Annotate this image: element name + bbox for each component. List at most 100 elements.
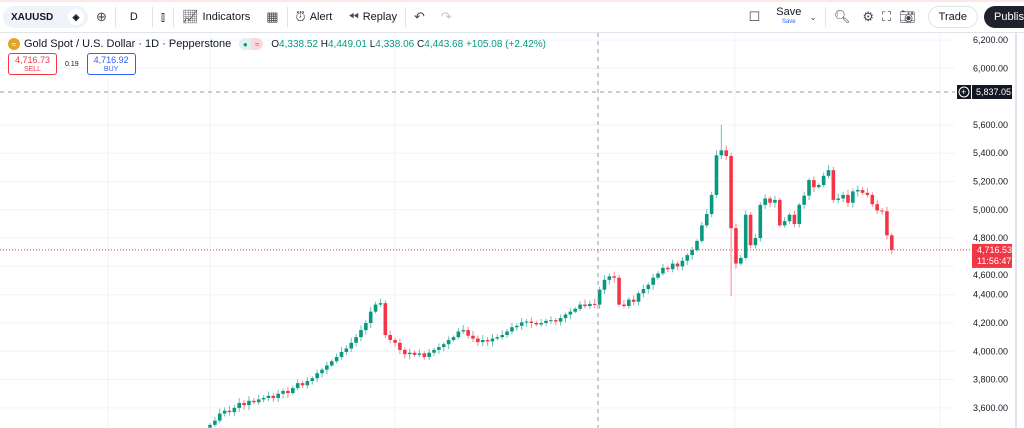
candle-body bbox=[860, 189, 865, 193]
candle bbox=[534, 320, 539, 327]
candle-body bbox=[480, 339, 485, 343]
candle-body bbox=[578, 304, 582, 309]
candle-body bbox=[378, 303, 383, 305]
candle-body bbox=[446, 339, 451, 345]
candle bbox=[651, 273, 655, 290]
candle bbox=[437, 343, 441, 354]
interval-button[interactable]: D bbox=[116, 11, 152, 23]
chevron-down-icon[interactable]: ⌄ bbox=[809, 11, 817, 22]
crosshair-price: 5,837.05 bbox=[976, 87, 1011, 97]
candle bbox=[232, 404, 237, 416]
add-symbol-icon[interactable]: ⊕ bbox=[96, 9, 107, 24]
indicators-button[interactable]: 📈︎ Indicators bbox=[174, 9, 258, 25]
candle-body bbox=[773, 199, 777, 203]
candle bbox=[208, 423, 212, 428]
candle bbox=[607, 273, 612, 285]
candle bbox=[675, 261, 680, 270]
candle bbox=[816, 183, 821, 189]
price-tick: 4,200.00 bbox=[973, 318, 1008, 328]
trade-button[interactable]: Trade bbox=[927, 6, 978, 28]
candle-body bbox=[851, 191, 855, 203]
candle-body bbox=[646, 284, 651, 290]
candle bbox=[441, 342, 446, 352]
candle-body bbox=[748, 214, 753, 246]
candle bbox=[714, 150, 719, 199]
candle bbox=[505, 328, 509, 338]
candle-body bbox=[568, 311, 573, 315]
eye-icon[interactable]: ◈ bbox=[68, 9, 84, 25]
candle bbox=[500, 330, 504, 340]
buy-sell-panel: 4,716.73 SELL 0.19 4,716.92 BUY bbox=[8, 53, 136, 75]
candle bbox=[812, 176, 816, 192]
undo-icon[interactable]: ↶ bbox=[413, 9, 425, 24]
candle-body bbox=[271, 395, 276, 398]
redo-icon[interactable]: ↷ bbox=[440, 9, 452, 24]
alert-label: Alert bbox=[309, 11, 333, 23]
candle-body bbox=[393, 339, 397, 343]
templates-icon[interactable]: ▦ bbox=[266, 9, 279, 24]
price-chart[interactable]: 6,200.00 6,000.00 5,600.00 5,400.00 5,200.00… bbox=[0, 33, 1015, 428]
bar-countdown: 11:56:47 bbox=[977, 256, 1011, 266]
candle bbox=[890, 232, 894, 255]
candle bbox=[826, 165, 831, 179]
candle bbox=[325, 361, 329, 375]
save-sublabel: Save bbox=[781, 19, 796, 25]
candle bbox=[549, 316, 553, 324]
buy-button[interactable]: 4,716.92 BUY bbox=[86, 53, 136, 75]
candle bbox=[261, 395, 266, 403]
price-axis[interactable]: 6,200.00 6,000.00 5,600.00 5,400.00 5,200.00… bbox=[973, 35, 1008, 413]
market-status[interactable]: ● ≈ bbox=[239, 38, 264, 50]
layout-icon[interactable]: ☐ bbox=[748, 9, 761, 24]
candle bbox=[656, 271, 660, 280]
price-tick: 4,000.00 bbox=[973, 346, 1008, 356]
candle bbox=[320, 367, 324, 378]
replay-button[interactable]: ⏪︎ Replay bbox=[340, 9, 405, 25]
candle bbox=[300, 381, 305, 388]
candle bbox=[451, 335, 456, 342]
publish-button[interactable]: Publish bbox=[984, 6, 1024, 28]
candle-body bbox=[266, 395, 271, 398]
candle-body bbox=[768, 198, 772, 203]
candle bbox=[286, 386, 290, 398]
candle-body bbox=[256, 399, 261, 403]
sell-button[interactable]: 4,716.73 SELL bbox=[8, 53, 57, 75]
candles-icon[interactable]: ⫾ bbox=[160, 9, 166, 24]
candle-body bbox=[505, 331, 509, 336]
price-tick: 3,600.00 bbox=[973, 403, 1008, 413]
candle-body bbox=[782, 221, 787, 226]
candle-body bbox=[217, 413, 222, 421]
candle bbox=[373, 301, 378, 314]
symbol-search[interactable]: XAUUSD ◈ bbox=[3, 6, 88, 28]
candle-body bbox=[573, 308, 578, 312]
candle-body bbox=[651, 277, 655, 285]
candle-body bbox=[665, 267, 670, 270]
candle-body bbox=[675, 263, 680, 267]
candle bbox=[777, 197, 782, 228]
candle-body bbox=[300, 383, 305, 386]
candle-body bbox=[558, 318, 563, 322]
candle-body bbox=[670, 263, 675, 270]
fullscreen-icon[interactable]: ⛶ bbox=[882, 9, 892, 24]
candle bbox=[797, 202, 802, 228]
camera-icon[interactable]: 📷︎ bbox=[899, 9, 916, 24]
symbol-title[interactable]: Gold Spot / U.S. Dollar · 1D · Peppersto… bbox=[24, 38, 232, 50]
plus-icon[interactable] bbox=[958, 86, 970, 98]
candle-body bbox=[437, 347, 441, 350]
candle bbox=[310, 376, 315, 385]
alert-button[interactable]: ⏰︎ Alert bbox=[288, 9, 341, 25]
candle bbox=[276, 389, 280, 403]
settings-icon[interactable]: ⚙ bbox=[862, 9, 875, 24]
top-toolbar: XAUUSD ◈ ⊕ D ⫾ 📈︎ Indicators ▦ ⏰︎ Alert ⏪︎ R… bbox=[0, 0, 1024, 33]
candle-body bbox=[724, 150, 729, 157]
quick-search-icon[interactable]: 🔍︎ bbox=[833, 9, 851, 24]
candle bbox=[519, 318, 524, 330]
candle-body bbox=[539, 323, 543, 325]
candle-body bbox=[276, 393, 280, 398]
candle-body bbox=[636, 293, 641, 302]
candle bbox=[641, 284, 646, 298]
candle-body bbox=[758, 204, 763, 239]
candle bbox=[349, 337, 354, 352]
save-button[interactable]: Save Save bbox=[776, 7, 801, 27]
candle bbox=[695, 239, 699, 252]
symbol-label: XAUUSD bbox=[11, 11, 54, 23]
